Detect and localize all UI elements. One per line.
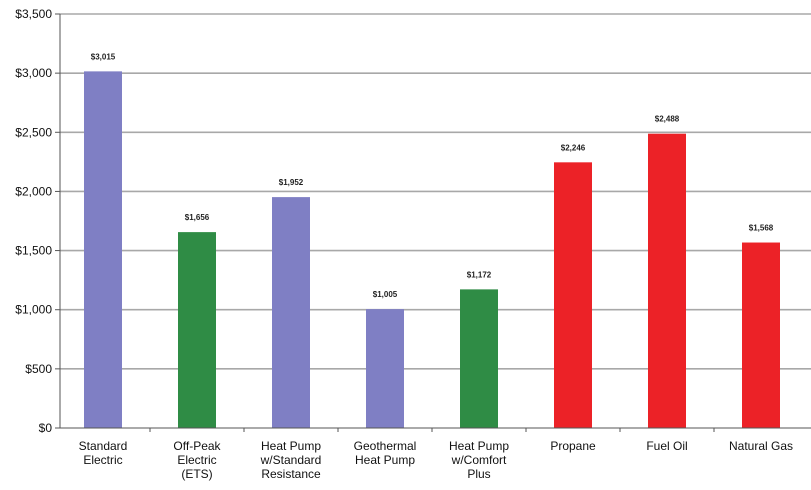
bar xyxy=(366,309,404,428)
y-tick-label: $1,500 xyxy=(15,244,52,258)
y-tick-label: $3,000 xyxy=(15,66,52,80)
bar xyxy=(742,242,780,428)
x-axis: Standard Electric Off-Peak Electric (ETS) Hea… xyxy=(60,427,811,481)
data-label: $1,656 xyxy=(185,213,210,222)
x-tick-label: Natural Gas xyxy=(729,439,793,453)
gridlines xyxy=(60,13,811,370)
data-label: $3,015 xyxy=(91,52,116,61)
y-tick-label: $500 xyxy=(25,362,52,376)
data-label: $2,246 xyxy=(561,143,586,152)
y-tick-label: $2,500 xyxy=(15,125,52,139)
data-label: $1,172 xyxy=(467,270,492,279)
bar xyxy=(460,289,498,428)
bars xyxy=(84,71,780,429)
bar xyxy=(84,71,122,429)
data-labels: $3,015 $1,656 $1,952 $1,005 $1,172 $2,246 $2,4… xyxy=(91,52,774,299)
x-tick-label: Fuel Oil xyxy=(646,439,687,453)
data-label: $1,952 xyxy=(279,178,304,187)
x-tick-label: Standard Electric xyxy=(79,439,128,467)
bar xyxy=(178,232,216,428)
y-tick-label: $2,000 xyxy=(15,184,52,198)
y-tick-label: $3,500 xyxy=(15,7,52,21)
data-label: $1,568 xyxy=(749,224,774,233)
y-axis: $0 $500 $1,000 $1,500 $2,000 $2,500 $3,000 $3,5… xyxy=(15,7,61,435)
bar xyxy=(648,133,686,428)
x-tick-label: Geothermal Heat Pump xyxy=(354,439,417,467)
y-tick-label: $1,000 xyxy=(15,303,52,317)
bar xyxy=(272,197,310,428)
y-tick-label: $0 xyxy=(39,421,53,435)
data-label: $2,488 xyxy=(655,115,680,124)
bar xyxy=(554,162,592,428)
x-tick-label: Heat Pump w/Standard Resistance xyxy=(260,439,322,481)
x-tick-label: Heat Pump w/Comfort Plus xyxy=(449,439,509,481)
data-label: $1,005 xyxy=(373,290,398,299)
x-tick-label: Propane xyxy=(550,439,596,453)
x-tick-label: Off-Peak Electric (ETS) xyxy=(173,439,221,481)
